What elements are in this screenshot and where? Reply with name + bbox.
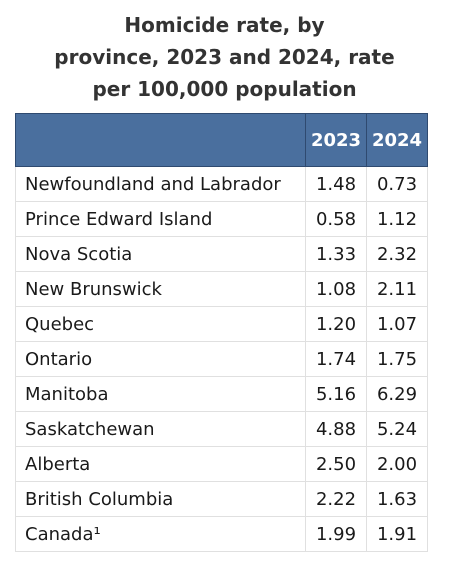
table-row: Manitoba 5.16 6.29 — [15, 376, 428, 412]
value-cell-2023: 1.99 — [305, 516, 367, 552]
chart-title-line-1: Homicide rate, by — [124, 13, 325, 37]
header-row: 2023 2024 — [15, 113, 428, 167]
table-row: Ontario 1.74 1.75 — [15, 341, 428, 377]
value-cell-2024: 2.32 — [366, 236, 428, 272]
table-row: Alberta 2.50 2.00 — [15, 446, 428, 482]
row-label-cell: Quebec — [15, 306, 306, 342]
row-label-cell: Manitoba — [15, 376, 306, 412]
header-cell-2023: 2023 — [305, 113, 367, 167]
table-row: Canada¹ 1.99 1.91 — [15, 516, 428, 552]
value-cell-2024: 1.63 — [366, 481, 428, 517]
value-cell-2023: 4.88 — [305, 411, 367, 447]
row-label-cell: Canada¹ — [15, 516, 306, 552]
row-label-cell: Alberta — [15, 446, 306, 482]
table-row: New Brunswick 1.08 2.11 — [15, 271, 428, 307]
value-cell-2023: 1.08 — [305, 271, 367, 307]
row-label-cell: Prince Edward Island — [15, 201, 306, 237]
value-cell-2023: 1.48 — [305, 166, 367, 202]
value-cell-2023: 5.16 — [305, 376, 367, 412]
table-row: Newfoundland and Labrador 1.48 0.73 — [15, 166, 428, 202]
row-label-cell: Saskatchewan — [15, 411, 306, 447]
table-row: Prince Edward Island 0.58 1.12 — [15, 201, 428, 237]
table-row: Saskatchewan 4.88 5.24 — [15, 411, 428, 447]
value-cell-2024: 1.07 — [366, 306, 428, 342]
value-cell-2023: 1.20 — [305, 306, 367, 342]
row-label-cell: New Brunswick — [15, 271, 306, 307]
value-cell-2024: 1.75 — [366, 341, 428, 377]
row-label-cell: Ontario — [15, 341, 306, 377]
chart-title-line-2: province, 2023 and 2024, rate — [54, 45, 395, 69]
value-cell-2024: 6.29 — [366, 376, 428, 412]
value-cell-2023: 1.33 — [305, 236, 367, 272]
table-row: British Columbia 2.22 1.63 — [15, 481, 428, 517]
table-body: Newfoundland and Labrador 1.48 0.73 Prince … — [15, 166, 428, 552]
value-cell-2023: 2.22 — [305, 481, 367, 517]
chart-title-line-3: per 100,000 population — [92, 77, 357, 101]
value-cell-2024: 5.24 — [366, 411, 428, 447]
value-cell-2024: 2.00 — [366, 446, 428, 482]
row-label-cell: Newfoundland and Labrador — [15, 166, 306, 202]
table-row: Quebec 1.20 1.07 — [15, 306, 428, 342]
header-cell-label — [15, 113, 306, 167]
table-row: Nova Scotia 1.33 2.32 — [15, 236, 428, 272]
row-label-cell: Nova Scotia — [15, 236, 306, 272]
chart-title: Homicide rate, by province, 2023 and 202… — [0, 9, 449, 105]
header-cell-2024: 2024 — [366, 113, 428, 167]
value-cell-2024: 1.12 — [366, 201, 428, 237]
value-cell-2023: 2.50 — [305, 446, 367, 482]
value-cell-2024: 2.11 — [366, 271, 428, 307]
value-cell-2023: 1.74 — [305, 341, 367, 377]
row-label-cell: British Columbia — [15, 481, 306, 517]
value-cell-2024: 0.73 — [366, 166, 428, 202]
homicide-rate-table: 2023 2024 Newfoundland and Labrador 1.48 0… — [15, 113, 428, 552]
value-cell-2024: 1.91 — [366, 516, 428, 552]
value-cell-2023: 0.58 — [305, 201, 367, 237]
